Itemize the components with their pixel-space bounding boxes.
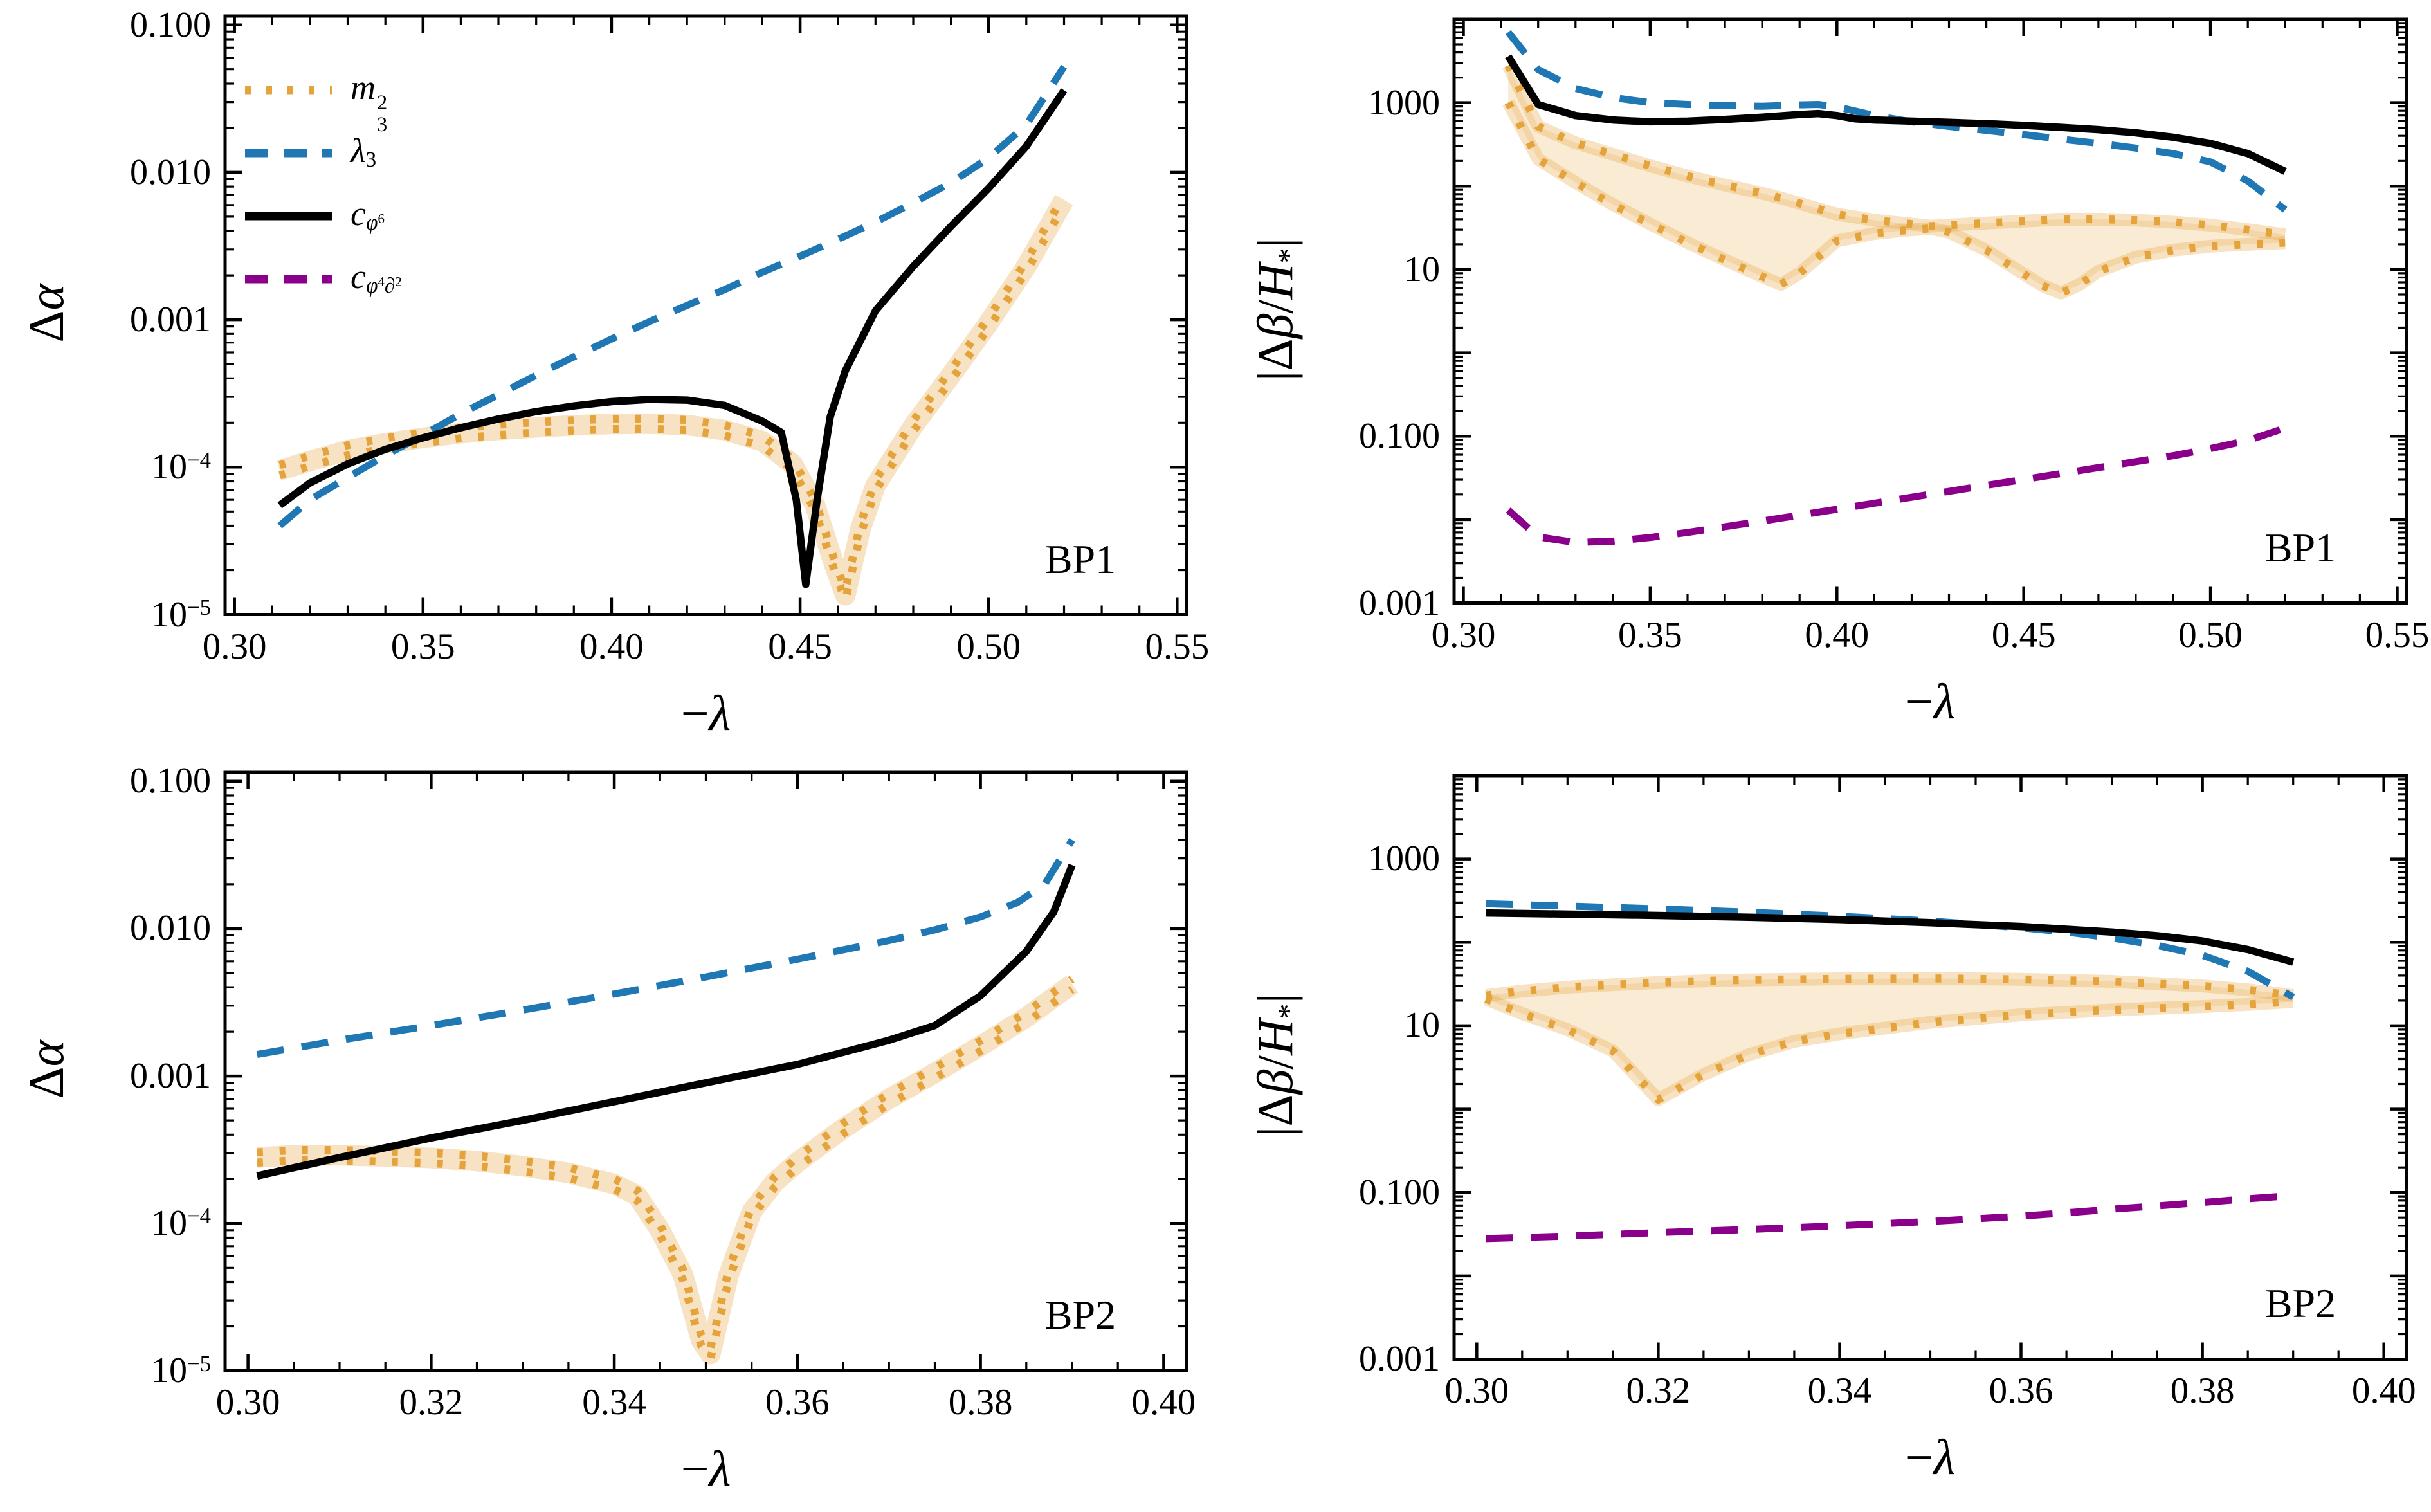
major-ticks — [1454, 17, 2407, 605]
y-tick-label: 0.010 — [130, 152, 211, 192]
y-tick-label: 10−5 — [151, 594, 211, 635]
x-tick-label: 0.40 — [579, 626, 644, 667]
chart-panel-bp2-alpha: Δα −λ BP2 0.100 0.010 0.001 10−4 10−5 0.30 0.3… — [0, 756, 1216, 1512]
y-tick-label: 10 — [1404, 1005, 1440, 1046]
chart-panel-bp2-beta: |Δβ/H*| −λ BP2 1000 10 0.100 0.001 0.30 0.32 0… — [1216, 756, 2431, 1512]
plot-frame — [223, 14, 1188, 616]
x-axis-label: −λ — [680, 684, 731, 741]
y-tick-label: 0.100 — [1359, 1172, 1440, 1212]
x-axis-label: −λ — [680, 1441, 731, 1497]
y-tick-label: 0.010 — [130, 908, 211, 949]
panel-tag: BP2 — [1044, 1292, 1116, 1338]
minor-ticks — [1454, 775, 2407, 1359]
y-tick-label: 0.001 — [1359, 583, 1440, 623]
uncertainty-band-fill — [1486, 978, 2293, 1100]
x-tick-label: 0.55 — [1145, 626, 1210, 667]
x-tick-label: 0.40 — [2351, 1371, 2416, 1411]
x-tick-label: 0.38 — [2170, 1371, 2235, 1411]
series-cphi4d2 — [1486, 1191, 2294, 1242]
band-edge-glow — [1485, 971, 2294, 1002]
series-m32-edge — [257, 985, 1075, 1363]
minor-ticks — [1454, 19, 2407, 603]
x-tick-label: 0.32 — [399, 1382, 464, 1423]
x-tick-label: 0.55 — [2365, 614, 2430, 655]
x-axis-label: −λ — [1905, 1429, 1956, 1485]
x-tick-label: 0.40 — [1131, 1382, 1196, 1423]
band-edge-glow — [1502, 99, 2286, 300]
plot-canvas — [223, 770, 1188, 1372]
major-ticks — [1454, 774, 2407, 1361]
x-tick-label: 0.50 — [956, 626, 1021, 667]
series-cphi6 — [277, 88, 1068, 588]
plot-series-group — [256, 837, 1079, 1364]
x-tick-label: 0.35 — [390, 626, 455, 667]
x-tick-label: 0.30 — [202, 626, 267, 667]
series-cphi6 — [256, 863, 1076, 1180]
x-tick-label: 0.32 — [1626, 1371, 1691, 1411]
chart-panel-bp1-beta: |Δβ/H*| −λ BP1 1000 10 0.100 0.001 0.30 0.35 0… — [1216, 0, 2431, 756]
x-tick-label: 0.36 — [1989, 1371, 2053, 1411]
plot-canvas — [1452, 17, 2408, 605]
y-tick-label: 10−4 — [151, 1203, 211, 1243]
plot-canvas — [223, 14, 1188, 616]
x-tick-label: 0.45 — [1991, 614, 2056, 655]
major-ticks — [225, 16, 1187, 616]
x-tick-label: 0.45 — [768, 626, 832, 667]
x-tick-label: 0.35 — [1618, 614, 1682, 655]
x-axis-label: −λ — [1905, 673, 1956, 729]
plot-frame — [1452, 17, 2408, 605]
plot-frame — [1452, 774, 2408, 1361]
x-tick-label: 0.30 — [1431, 614, 1496, 655]
plot-frame — [223, 770, 1188, 1372]
series-cphi6 — [1486, 909, 2295, 966]
y-tick-label: 10 — [1404, 249, 1440, 289]
x-tick-label: 0.40 — [1805, 614, 1870, 655]
y-tick-label: 1000 — [1368, 839, 1440, 879]
x-tick-label: 0.30 — [1444, 1371, 1509, 1411]
band-edge-glow — [1483, 992, 2294, 1106]
plot-series-group — [277, 64, 1073, 606]
panel-tag: BP1 — [1044, 536, 1116, 582]
series-cphi4d2 — [1506, 424, 2286, 547]
plot-canvas — [1452, 774, 2408, 1361]
x-tick-label: 0.38 — [948, 1382, 1013, 1423]
series-cphi6 — [1505, 54, 2287, 175]
series-lambda3 — [277, 64, 1068, 529]
x-tick-label: 0.34 — [1807, 1371, 1872, 1411]
y-tick-label: 0.100 — [130, 761, 211, 801]
panel-tag: BP1 — [2264, 524, 2336, 570]
series-lambda3 — [1505, 30, 2288, 213]
x-tick-label: 0.34 — [582, 1382, 646, 1423]
x-tick-label: 0.36 — [765, 1382, 830, 1423]
major-ticks — [225, 772, 1187, 1372]
y-tick-label: 10−5 — [151, 1351, 211, 1390]
band-edge-glow — [1502, 62, 2286, 242]
chart-panel-bp1-alpha: Δα −λ BP1 m 2 3 λ3 cφ6 cφ4∂2 0.100 0.010 0.001 1… — [0, 0, 1216, 756]
minor-ticks — [225, 772, 1187, 1371]
x-tick-label: 0.30 — [215, 1382, 280, 1423]
y-tick-label: 0.001 — [130, 1055, 211, 1096]
uncertainty-band-fill — [1508, 65, 2286, 293]
y-tick-label: 10−4 — [151, 447, 211, 487]
y-tick-label: 0.001 — [1359, 1339, 1440, 1379]
y-tick-label: 0.001 — [130, 300, 211, 340]
plot-series-group — [1483, 900, 2295, 1242]
uncertainty-ribbon — [256, 975, 1079, 1364]
series-lambda3 — [256, 837, 1075, 1058]
y-tick-label: 1000 — [1368, 82, 1440, 123]
minor-ticks — [225, 16, 1187, 615]
panel-tag: BP2 — [2264, 1280, 2336, 1326]
y-tick-label: 0.100 — [130, 5, 211, 45]
y-tick-label: 0.100 — [1359, 416, 1440, 457]
plot-series-group — [1502, 30, 2288, 547]
x-tick-label: 0.50 — [2178, 614, 2243, 655]
